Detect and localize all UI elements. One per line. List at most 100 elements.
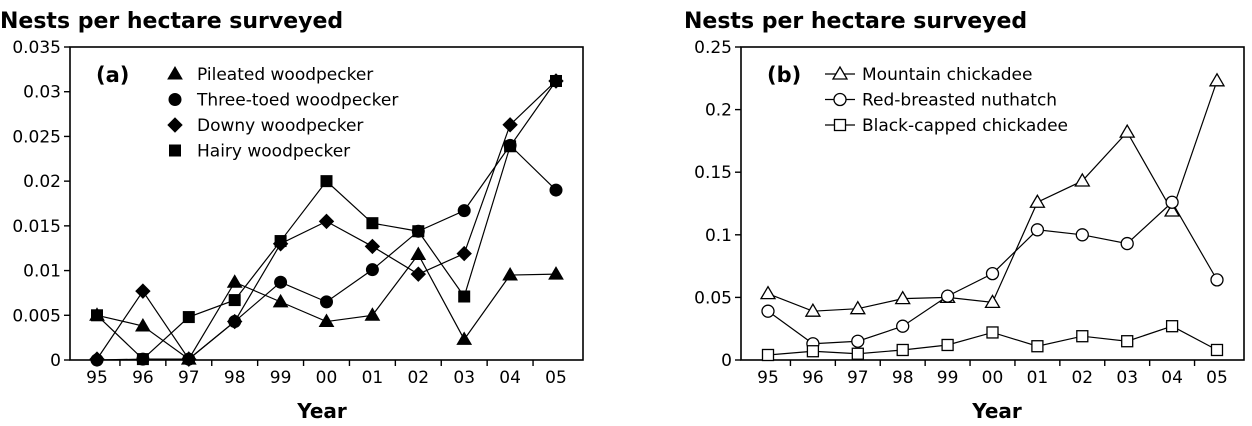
y-tick-label: 0: [721, 351, 732, 371]
legend-marker: [169, 144, 181, 157]
data-point: [896, 343, 909, 357]
legend-marker: [831, 65, 849, 80]
legend-marker: [167, 66, 183, 80]
data-point: [761, 304, 775, 318]
data-point: [1120, 236, 1134, 251]
x-tick-label: 00: [982, 368, 1004, 388]
x-tick-label: 00: [316, 368, 338, 388]
x-tick-label: 02: [1071, 368, 1093, 388]
data-point: [274, 235, 287, 248]
data-point: [1030, 223, 1045, 237]
data-point: [136, 353, 149, 366]
x-tick-label: 95: [86, 368, 108, 388]
data-point: [364, 238, 381, 255]
data-point: [320, 175, 333, 188]
x-tick-label: 03: [453, 368, 475, 388]
data-point: [1210, 273, 1224, 287]
data-point: [1210, 343, 1224, 357]
data-point: [182, 311, 195, 324]
data-point: [1163, 202, 1181, 217]
x-axis-label: Year: [971, 399, 1022, 423]
panel-label: (b): [767, 63, 801, 87]
data-point: [1031, 340, 1044, 353]
data-point: [366, 217, 379, 230]
plot-frame: [740, 46, 1245, 361]
y-tick-label: 0.01: [23, 262, 61, 282]
data-point: [89, 351, 105, 367]
data-point: [318, 313, 335, 328]
data-point: [226, 313, 243, 330]
y-tick-label: 0: [50, 351, 61, 371]
data-point: [1165, 320, 1179, 333]
data-point: [226, 274, 243, 288]
data-point: [851, 334, 865, 348]
data-point: [135, 318, 151, 332]
y-tick-label: 0.25: [694, 38, 732, 58]
data-point: [502, 117, 518, 133]
data-point: [985, 266, 1000, 281]
y-tick-label: 0.035: [12, 38, 61, 58]
legend-label: Downy woodpecker: [197, 116, 363, 136]
data-point: [457, 204, 471, 218]
data-point: [804, 302, 822, 317]
x-tick-label: 95: [757, 368, 779, 388]
data-point: [851, 347, 864, 360]
data-point: [91, 309, 103, 322]
data-point: [456, 331, 473, 345]
legend-label: Black-capped chickadee: [862, 116, 1068, 136]
data-point: [1076, 330, 1089, 343]
data-point: [941, 338, 954, 352]
x-tick-label: 99: [270, 368, 292, 388]
data-point: [759, 285, 777, 300]
x-tick-label: 97: [178, 368, 200, 388]
data-point: [410, 266, 427, 282]
data-point: [1165, 195, 1179, 209]
legend-label: Three-toed woodpecker: [196, 91, 398, 111]
plot-frame: [69, 46, 584, 361]
x-tick-label: 96: [802, 368, 824, 388]
data-point: [318, 213, 335, 230]
data-point: [228, 294, 241, 307]
data-point: [984, 294, 1001, 309]
x-tick-label: 98: [892, 368, 914, 388]
data-point: [806, 345, 820, 358]
data-point: [410, 246, 427, 260]
data-point: [181, 351, 197, 367]
legend-label: Red-breasted nuthatch: [862, 91, 1057, 111]
data-point: [456, 245, 472, 262]
data-point: [1074, 172, 1091, 187]
x-tick-label: 05: [545, 368, 567, 388]
chart-panel-a: Nests per hectare surveyed (a) Year 0 0.0…: [0, 9, 584, 423]
x-tick-label: 01: [362, 368, 384, 388]
x-tick-label: 04: [499, 368, 521, 388]
x-tick-label: 04: [1161, 368, 1183, 388]
data-point: [458, 290, 471, 303]
y-tick-label: 0.015: [12, 217, 61, 237]
data-point: [549, 183, 563, 197]
panel-label: (a): [96, 63, 129, 87]
data-point: [548, 266, 564, 280]
legend-label: Pileated woodpecker: [197, 65, 373, 85]
data-point: [1121, 335, 1134, 348]
data-point: [761, 348, 775, 362]
chart-title: Nests per hectare surveyed: [0, 9, 343, 34]
y-tick-label: 0.2: [705, 101, 732, 121]
x-tick-label: 03: [1116, 368, 1138, 388]
data-point: [412, 225, 425, 238]
x-tick-label: 96: [132, 368, 154, 388]
data-point: [894, 290, 911, 305]
data-point: [550, 74, 562, 87]
data-point: [272, 293, 289, 308]
data-point: [320, 295, 333, 309]
x-tick-label: 05: [1206, 368, 1228, 388]
y-tick-label: 0.02: [23, 172, 61, 192]
x-tick-label: 97: [847, 368, 869, 388]
data-point: [274, 275, 288, 289]
data-point: [504, 140, 517, 153]
x-tick-label: 98: [224, 368, 246, 388]
legend-label: Hairy woodpecker: [197, 142, 350, 162]
legend-marker: [168, 93, 182, 106]
legend-marker: [833, 92, 847, 107]
data-point: [986, 326, 999, 339]
